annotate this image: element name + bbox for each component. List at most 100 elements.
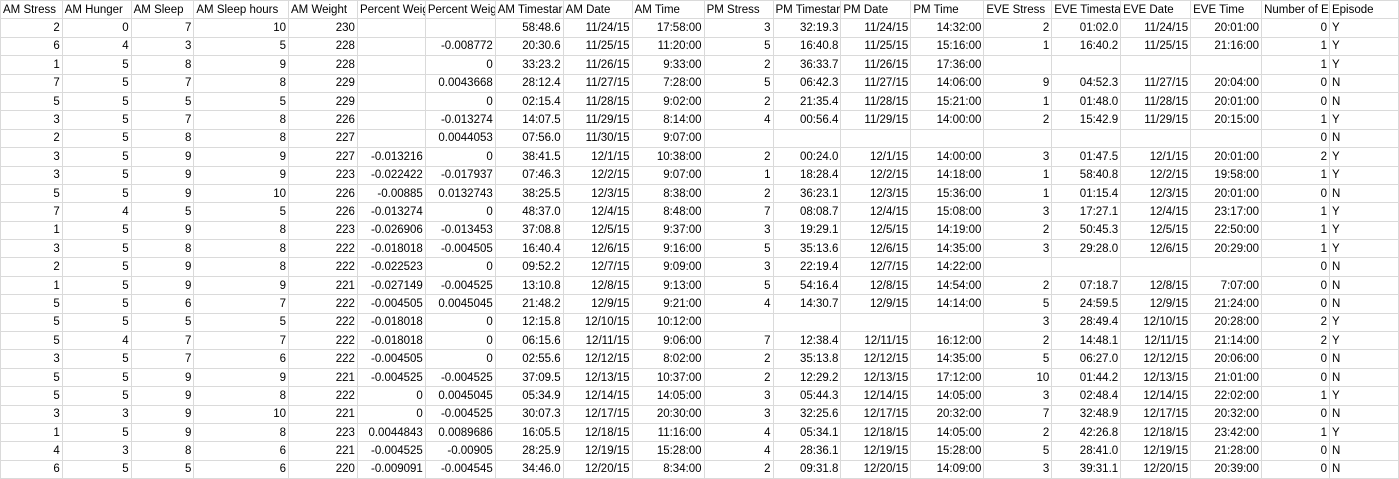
table-cell[interactable]: 15:28:00 (632, 441, 705, 461)
table-cell[interactable]: 12/10/15 (563, 313, 633, 333)
table-cell[interactable]: 220 (288, 460, 358, 479)
table-cell[interactable]: 1 (1261, 55, 1330, 75)
table-cell[interactable] (840, 313, 912, 333)
table-cell[interactable]: 12/19/15 (563, 441, 633, 461)
table-cell[interactable]: 2 (983, 331, 1053, 351)
table-cell[interactable] (1190, 55, 1263, 75)
table-cell[interactable] (910, 313, 985, 333)
table-cell[interactable]: 9:02:00 (632, 92, 705, 112)
table-cell[interactable]: 221 (288, 368, 358, 388)
table-cell[interactable]: 3 (983, 460, 1053, 479)
table-cell[interactable]: 16:40.8 (773, 37, 842, 57)
table-cell[interactable]: 12/20/15 (840, 460, 912, 479)
table-cell[interactable]: 2 (704, 147, 774, 167)
table-cell[interactable]: 06:42.3 (773, 74, 842, 93)
table-cell[interactable]: -0.009091 (357, 460, 426, 479)
table-cell[interactable]: 12/17/15 (840, 405, 912, 424)
table-cell[interactable]: 9 (193, 368, 290, 388)
table-cell[interactable]: 14:00:00 (910, 110, 985, 130)
table-cell[interactable]: 19:58:00 (1190, 166, 1263, 185)
table-cell[interactable]: 10 (193, 18, 290, 38)
table-cell[interactable]: 20:30.6 (495, 37, 564, 57)
table-cell[interactable] (1051, 129, 1122, 149)
table-cell[interactable]: 4 (704, 294, 774, 314)
table-cell[interactable]: 10 (193, 184, 290, 204)
table-cell[interactable]: 12/8/15 (840, 276, 912, 296)
table-cell[interactable]: 5 (62, 147, 132, 167)
table-cell[interactable]: 1 (1261, 202, 1330, 222)
table-cell[interactable]: 5 (62, 92, 132, 112)
table-cell[interactable]: 0 (1261, 294, 1330, 314)
table-cell[interactable]: 5 (193, 92, 290, 112)
table-cell[interactable]: 23:42:00 (1190, 423, 1263, 443)
table-cell[interactable]: 222 (288, 331, 358, 351)
table-cell[interactable]: 5 (62, 423, 132, 443)
table-cell[interactable]: 20:29:00 (1190, 239, 1263, 259)
table-cell[interactable]: 5 (983, 294, 1053, 314)
table-cell[interactable]: 15:21:00 (910, 92, 985, 112)
table-cell[interactable]: N (1329, 276, 1399, 296)
table-cell[interactable]: N (1329, 92, 1399, 112)
table-cell[interactable]: 20:06:00 (1190, 349, 1263, 369)
table-cell[interactable]: 14:54:00 (910, 276, 985, 296)
table-cell[interactable]: 9 (193, 147, 290, 167)
table-cell[interactable]: 12/12/15 (840, 349, 912, 369)
table-cell[interactable]: 7 (704, 331, 774, 351)
table-cell[interactable]: 5 (62, 129, 132, 149)
table-cell[interactable]: 11/26/15 (840, 55, 912, 75)
table-cell[interactable]: 5 (131, 460, 195, 479)
table-cell[interactable]: 14:22:00 (910, 257, 985, 277)
table-cell[interactable]: 7 (131, 74, 195, 93)
table-cell[interactable]: 5 (193, 313, 290, 333)
table-cell[interactable]: 2 (983, 276, 1053, 296)
table-cell[interactable]: 07:18.7 (1051, 276, 1122, 296)
table-cell[interactable]: 12/20/15 (563, 460, 633, 479)
table-cell[interactable]: 9 (131, 184, 195, 204)
table-cell[interactable]: 8 (131, 55, 195, 75)
table-cell[interactable]: 9 (131, 221, 195, 241)
table-cell[interactable]: 1 (1261, 239, 1330, 259)
table-cell[interactable]: 37:08.8 (495, 221, 564, 241)
table-cell[interactable] (983, 257, 1053, 277)
table-cell[interactable]: 8 (193, 423, 290, 443)
table-cell[interactable]: 2 (983, 110, 1053, 130)
table-cell[interactable]: 6 (193, 460, 290, 479)
table-cell[interactable] (357, 55, 426, 75)
table-cell[interactable]: 227 (288, 147, 358, 167)
table-cell[interactable]: 3 (704, 386, 774, 406)
table-cell[interactable]: 0.0044843 (357, 423, 426, 443)
table-cell[interactable]: 12/18/15 (1120, 423, 1192, 443)
table-cell[interactable]: 3 (0, 147, 63, 167)
table-cell[interactable]: 22:02:00 (1190, 386, 1263, 406)
table-cell[interactable]: 11/29/15 (563, 110, 633, 130)
table-cell[interactable]: 11/29/15 (1120, 110, 1192, 130)
table-cell[interactable]: 5 (62, 313, 132, 333)
table-cell[interactable]: 223 (288, 221, 358, 241)
table-cell[interactable]: Y (1329, 313, 1399, 333)
table-cell[interactable]: 0.0045045 (425, 294, 496, 314)
table-cell[interactable]: -0.022422 (357, 166, 426, 185)
table-cell[interactable]: Y (1329, 386, 1399, 406)
table-cell[interactable]: 0 (425, 257, 496, 277)
table-cell[interactable]: 20:01:00 (1190, 147, 1263, 167)
table-cell[interactable]: 226 (288, 202, 358, 222)
table-cell[interactable]: 9 (131, 147, 195, 167)
table-cell[interactable]: 4 (62, 331, 132, 351)
table-cell[interactable]: 39:31.1 (1051, 460, 1122, 479)
table-cell[interactable]: 11/30/15 (563, 129, 633, 149)
table-cell[interactable]: 36:33.7 (773, 55, 842, 75)
table-cell[interactable]: 1 (704, 166, 774, 185)
table-cell[interactable]: 01:48.0 (1051, 92, 1122, 112)
table-cell[interactable]: 1 (983, 184, 1053, 204)
table-cell[interactable]: -0.017937 (425, 166, 496, 185)
table-cell[interactable]: -0.026906 (357, 221, 426, 241)
table-cell[interactable]: 12:29.2 (773, 368, 842, 388)
table-cell[interactable]: -0.013274 (357, 202, 426, 222)
table-cell[interactable]: 36:23.1 (773, 184, 842, 204)
table-cell[interactable]: 3 (0, 349, 63, 369)
table-cell[interactable]: 0.0045045 (425, 386, 496, 406)
table-cell[interactable]: 9 (193, 55, 290, 75)
table-cell[interactable]: 8 (131, 129, 195, 149)
table-cell[interactable]: 12/18/15 (563, 423, 633, 443)
table-cell[interactable] (1120, 55, 1192, 75)
